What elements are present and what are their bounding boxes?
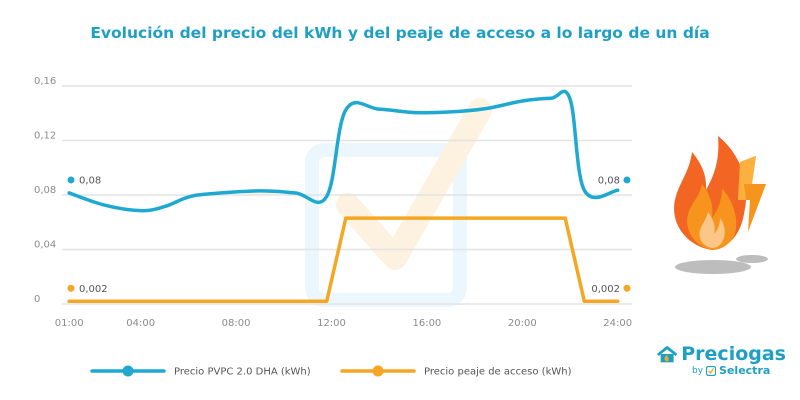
y-tick-label: 0,16 [34,76,56,87]
end-label-1: 0,08 [598,175,620,186]
x-tick-label: 24:00 [603,318,632,329]
series-lines [67,89,620,304]
watermark-check-icon [305,98,492,307]
brand-logo: Preciogas by Selectra [656,343,786,377]
start-label-2: 0,002 [79,284,108,295]
end-marker-2 [623,284,631,292]
legend-swatch-dot-2 [372,365,384,377]
legend-label-1: Precio PVPC 2.0 DHA (kWh) [174,367,311,378]
chart-title: Evolución del precio del kWh y del peaje… [90,24,710,42]
legend-label-2: Precio peaje de acceso (kWh) [424,367,572,378]
x-tick-label: 01:00 [55,318,84,329]
axes: 0 0,04 0,08 0,12 0,16 01:00 04:00 08:00 12:00 16:… [34,76,632,329]
y-tick-label: 0,12 [34,131,56,142]
brand-by: by [692,365,704,376]
start-label-1: 0,08 [79,175,101,186]
grid-lines [62,85,632,305]
data-labels: 0,08 0,08 0,002 0,002 [67,175,631,295]
start-marker-2 [67,284,75,292]
legend-swatch-dot-1 [122,365,134,377]
y-tick-label: 0,08 [34,185,56,196]
brand-name: Preciogas [681,343,786,365]
x-tick-label: 08:00 [222,318,251,329]
end-marker-1 [623,176,631,184]
x-tick-label: 20:00 [508,318,537,329]
house-icon [656,346,678,363]
end-label-2: 0,002 [591,284,620,295]
series-line-2 [67,216,620,304]
start-marker-1 [67,176,75,184]
flame-lightning-icon [674,136,768,274]
selectra-check-icon [706,365,717,376]
x-tick-label: 04:00 [126,318,155,329]
brand-company: Selectra [719,364,771,377]
x-tick-label: 12:00 [317,318,346,329]
x-tick-label: 16:00 [412,318,441,329]
y-tick-label: 0 [34,294,40,305]
y-tick-label: 0,04 [34,240,56,251]
legend: Precio PVPC 2.0 DHA (kWh) Precio peaje de… [90,365,572,378]
series-line-1 [67,89,620,213]
